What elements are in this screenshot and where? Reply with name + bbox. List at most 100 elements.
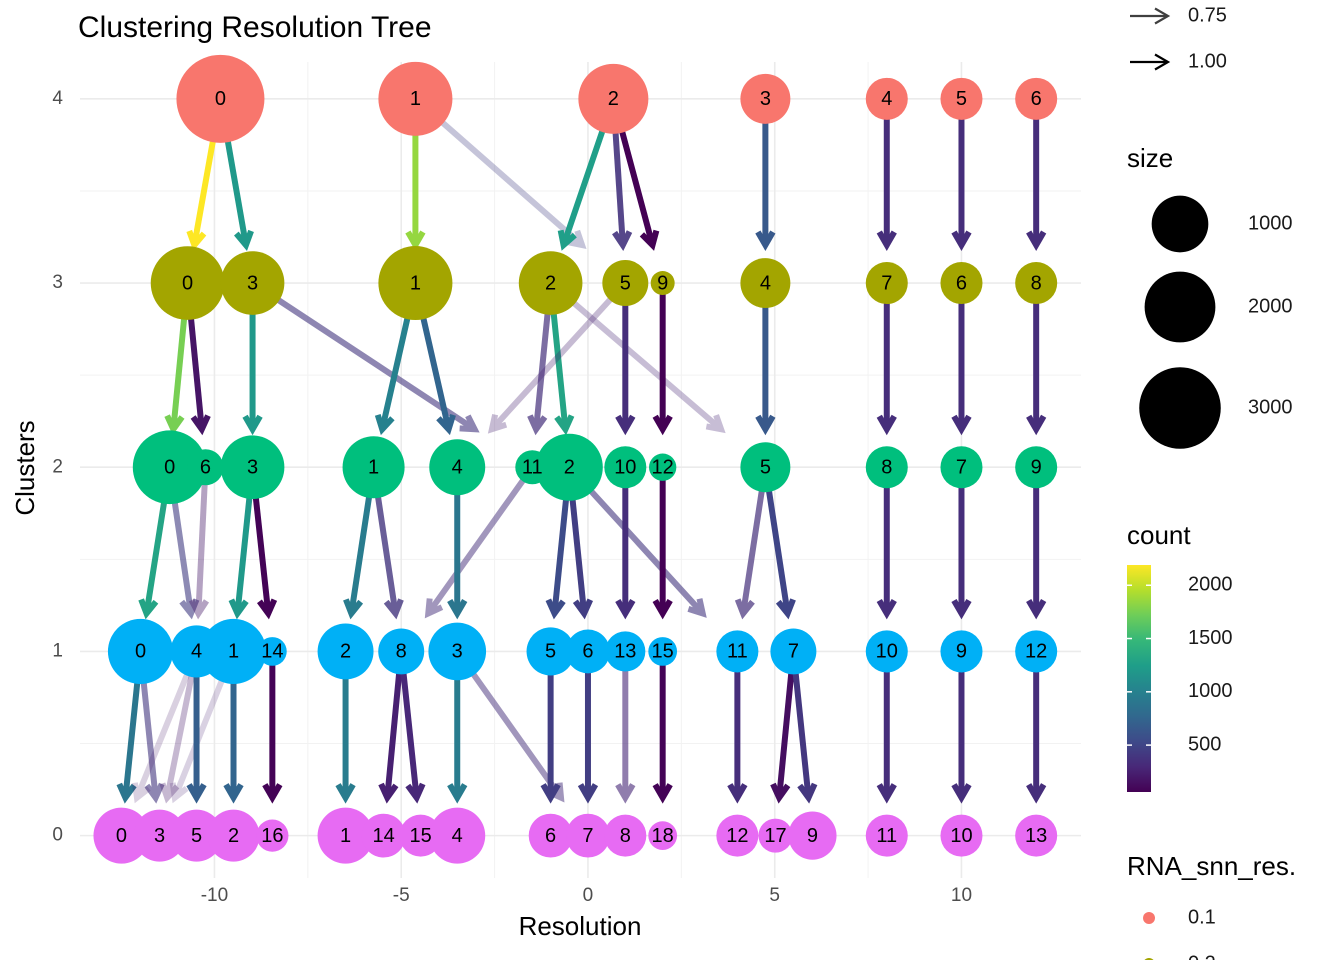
edge bbox=[652, 467, 673, 620]
edge-arrowhead bbox=[687, 598, 707, 618]
edge-arrowhead bbox=[1026, 783, 1047, 804]
edge-arrowhead bbox=[876, 598, 897, 620]
node bbox=[187, 449, 224, 486]
edge bbox=[540, 651, 561, 804]
node bbox=[940, 630, 983, 673]
node-label: 4 bbox=[191, 641, 202, 663]
node-label: 6 bbox=[545, 825, 556, 847]
node-label: 15 bbox=[410, 825, 432, 847]
edge bbox=[951, 98, 972, 252]
node bbox=[740, 442, 791, 493]
node bbox=[200, 618, 267, 685]
node-label: 1 bbox=[228, 641, 239, 663]
y-tick-label: 3 bbox=[52, 272, 63, 293]
node bbox=[940, 77, 983, 120]
node-label: 12 bbox=[726, 825, 748, 847]
edge-arrowhead bbox=[1026, 414, 1047, 436]
node-label: 10 bbox=[876, 641, 898, 663]
edge bbox=[770, 651, 797, 804]
edge-arrowhead bbox=[487, 413, 508, 434]
edge-line bbox=[548, 280, 724, 432]
node-label: 10 bbox=[614, 457, 636, 479]
node-label: 2 bbox=[228, 825, 239, 847]
x-tick-label: 0 bbox=[583, 885, 594, 906]
edge bbox=[951, 467, 972, 620]
node-label: 2 bbox=[545, 272, 556, 294]
x-axis-title: Resolution bbox=[519, 911, 642, 941]
node bbox=[602, 260, 649, 307]
edge-line bbox=[790, 651, 812, 798]
colorbar-label: 1000 bbox=[1188, 680, 1233, 702]
edge-arrowhead bbox=[190, 414, 211, 436]
node bbox=[535, 433, 603, 501]
edge-arrowhead bbox=[405, 230, 426, 252]
alpha-legend-label: 1.00 bbox=[1188, 50, 1227, 72]
node bbox=[150, 246, 225, 320]
node bbox=[604, 446, 647, 489]
node bbox=[170, 809, 223, 862]
edge-arrowhead bbox=[639, 229, 660, 251]
edge-arrowhead bbox=[1026, 230, 1047, 252]
node-label: 2 bbox=[340, 641, 351, 663]
edge-arrowhead bbox=[951, 414, 972, 436]
edge bbox=[615, 467, 636, 620]
edge-arrowhead bbox=[335, 783, 356, 804]
y-tick-label: 2 bbox=[52, 456, 63, 477]
edge-arrowhead bbox=[405, 782, 426, 804]
node bbox=[1015, 630, 1058, 673]
node bbox=[940, 814, 983, 857]
edge-arrowhead bbox=[734, 598, 755, 620]
node bbox=[940, 262, 983, 305]
node bbox=[518, 251, 583, 315]
edge bbox=[548, 280, 726, 434]
node-label: 6 bbox=[200, 457, 211, 479]
edge-arrowhead bbox=[727, 783, 748, 804]
x-tick-label: 5 bbox=[769, 885, 780, 906]
node-label: 14 bbox=[261, 641, 283, 663]
edge-arrowhead bbox=[186, 229, 207, 251]
node-label: 12 bbox=[1025, 641, 1047, 663]
node-label: 0 bbox=[164, 457, 175, 479]
node-label: 1 bbox=[410, 88, 421, 110]
edge-arrowhead bbox=[755, 414, 776, 436]
edge-line bbox=[454, 649, 564, 800]
chart-title: Clustering Resolution Tree bbox=[78, 11, 432, 44]
node bbox=[650, 271, 675, 296]
node bbox=[605, 631, 646, 672]
node-label: 2 bbox=[564, 457, 575, 479]
edge-arrowhead bbox=[566, 229, 587, 249]
edge-arrowhead bbox=[797, 782, 818, 804]
node-label: 7 bbox=[956, 457, 967, 479]
node bbox=[361, 813, 406, 858]
edge-arrowhead bbox=[876, 783, 897, 804]
node-label: 18 bbox=[652, 825, 674, 847]
edge bbox=[188, 467, 210, 620]
edge-arrowhead bbox=[436, 414, 456, 436]
node bbox=[132, 430, 207, 505]
node bbox=[740, 73, 791, 124]
node bbox=[378, 246, 453, 321]
node-label: 11 bbox=[522, 457, 543, 479]
node-label: 7 bbox=[788, 641, 799, 663]
node-label: 4 bbox=[452, 825, 463, 847]
edge-line bbox=[776, 651, 797, 798]
node bbox=[428, 622, 487, 681]
edge-line bbox=[384, 651, 405, 798]
node-label: 7 bbox=[582, 825, 593, 847]
edge-arrowhead bbox=[257, 598, 278, 620]
node bbox=[317, 807, 374, 864]
edge-arrowhead bbox=[652, 783, 673, 804]
edge-arrowhead bbox=[876, 414, 897, 436]
node bbox=[865, 814, 908, 857]
node bbox=[1015, 814, 1058, 857]
node-label: 5 bbox=[620, 272, 631, 294]
node-label: 3 bbox=[154, 825, 165, 847]
y-axis-title: Clusters bbox=[10, 420, 40, 515]
edge-arrowhead bbox=[554, 414, 575, 436]
node-label: 6 bbox=[956, 272, 967, 294]
edge-arrowhead bbox=[343, 598, 364, 620]
edge-arrowhead bbox=[383, 598, 404, 620]
node-label: 1 bbox=[368, 457, 379, 479]
node-label: 5 bbox=[191, 825, 202, 847]
